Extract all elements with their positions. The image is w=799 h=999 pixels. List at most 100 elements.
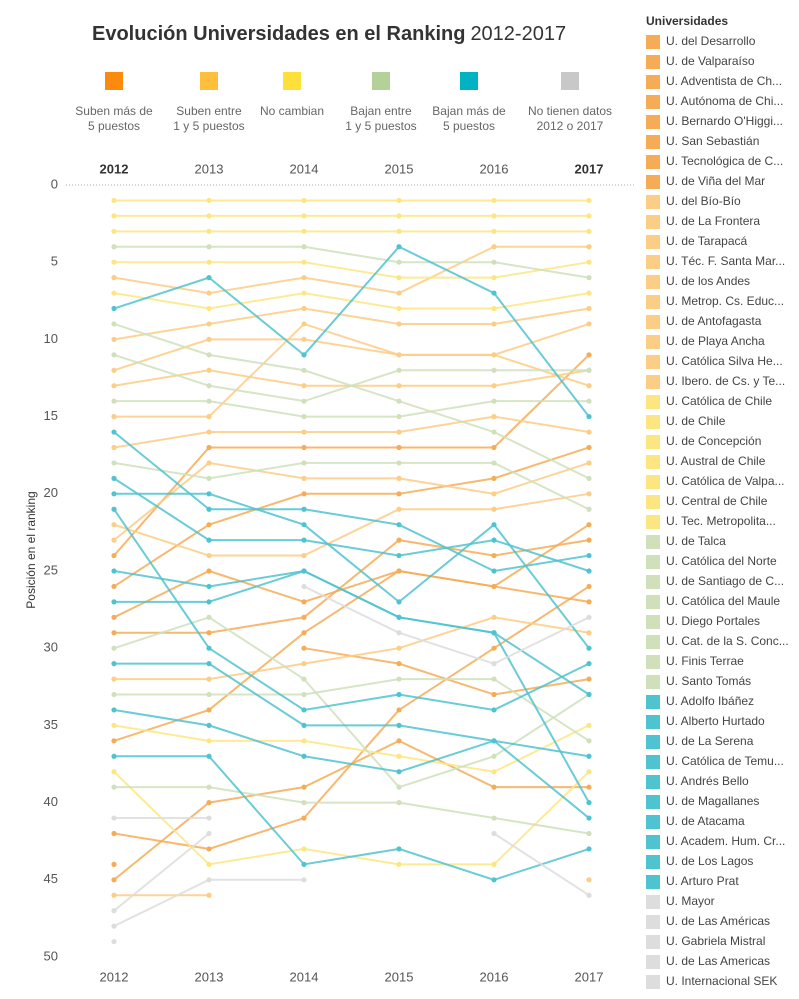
series-point — [111, 738, 117, 744]
legend-swatch — [646, 655, 660, 669]
series-point — [301, 583, 307, 590]
series-point — [586, 491, 592, 497]
series-point — [111, 275, 117, 281]
y-tick-label: 45 — [44, 871, 58, 886]
legend-swatch — [646, 535, 660, 549]
series-point — [111, 321, 117, 327]
series-point — [586, 228, 592, 234]
series-point — [396, 259, 402, 265]
legend-swatch — [646, 235, 660, 249]
legend-swatch — [646, 215, 660, 229]
legend-label: U. Cat. de la S. Conc... — [666, 634, 789, 648]
series-point — [206, 460, 212, 466]
series-point — [111, 722, 117, 729]
series-point — [491, 691, 497, 698]
series-point — [396, 305, 402, 312]
legend-label: U. Tec. Metropolita... — [666, 514, 776, 528]
series-line — [114, 261, 590, 279]
series-point — [396, 228, 402, 234]
series-point — [111, 861, 117, 867]
legend-label: U. de Santiago de C... — [666, 574, 784, 588]
series-point — [396, 800, 402, 806]
chart-title: Evolución Universidades en el Ranking 201… — [92, 23, 566, 45]
series-point — [301, 414, 307, 420]
series-line — [114, 400, 589, 418]
x-tick-label: 2016 — [480, 969, 509, 984]
series-point — [111, 506, 117, 512]
legend-swatch — [646, 275, 660, 289]
series-point — [586, 244, 592, 250]
series-point — [491, 414, 497, 420]
series-point — [586, 568, 592, 574]
series-point — [206, 645, 212, 651]
series-point — [586, 645, 592, 651]
x-header-label: 2013 — [195, 161, 224, 176]
group-label: No cambian — [259, 104, 325, 118]
series-point — [111, 383, 117, 389]
series-point — [301, 599, 307, 605]
series-point — [111, 707, 117, 713]
legend-label: U. Católica de Chile — [666, 394, 772, 408]
legend-label: U. Metrop. Cs. Educ... — [666, 294, 784, 308]
series-point — [206, 414, 212, 420]
series-line — [113, 569, 590, 619]
series-point — [206, 275, 212, 281]
series-point — [301, 537, 307, 543]
series-point — [301, 321, 307, 327]
series-point — [206, 367, 212, 373]
series-point — [396, 707, 402, 713]
series-point — [111, 614, 117, 620]
y-tick-label: 5 — [51, 254, 58, 269]
series-point — [206, 537, 212, 543]
series-point — [396, 784, 402, 790]
series-point — [491, 738, 497, 744]
legend-swatch — [646, 555, 660, 569]
series-point — [111, 444, 117, 451]
series-point — [396, 367, 402, 373]
series-point — [301, 722, 307, 729]
series-point — [206, 861, 212, 867]
legend-label: U. de Las Américas — [666, 914, 770, 928]
series-point — [491, 815, 497, 821]
legend-swatch — [646, 95, 660, 109]
legend-swatch — [646, 795, 660, 809]
series-point — [111, 522, 117, 528]
legend-label: U. Adolfo Ibáñez — [666, 694, 754, 708]
series-point — [111, 475, 117, 481]
series-point — [491, 367, 497, 373]
series-point — [491, 305, 497, 312]
series-point — [111, 429, 117, 435]
series-point — [111, 583, 117, 590]
series-point — [301, 784, 307, 790]
series-point — [491, 568, 497, 574]
series-point — [396, 552, 402, 559]
series-point — [301, 491, 307, 497]
group-swatch — [105, 72, 123, 90]
legend-label: U. Andrés Bello — [666, 774, 749, 788]
legend-swatch — [646, 675, 660, 689]
series-point — [396, 197, 402, 204]
series-line — [114, 786, 590, 835]
series-line — [114, 492, 590, 649]
series-line — [114, 569, 590, 696]
x-header-label: 2015 — [385, 161, 414, 176]
series-point — [491, 460, 497, 466]
series-point — [206, 583, 212, 590]
legend-swatch — [646, 495, 660, 509]
legend-swatch — [646, 895, 660, 909]
legend-swatch — [646, 175, 660, 189]
series-point — [586, 522, 592, 528]
series-point — [586, 367, 592, 373]
series-line — [113, 307, 590, 341]
series-point — [586, 290, 592, 296]
legend-label: U. Téc. F. Santa Mar... — [666, 254, 785, 268]
x-tick-label: 2013 — [195, 969, 224, 984]
series-point — [586, 753, 592, 759]
legend-label: U. de Antofagasta — [666, 314, 762, 328]
series-point — [301, 676, 307, 682]
legend-swatch — [646, 395, 660, 409]
series-point — [206, 305, 212, 312]
legend-label: U. Mayor — [666, 894, 715, 908]
series-point — [111, 923, 117, 929]
legend-swatch — [646, 435, 660, 449]
